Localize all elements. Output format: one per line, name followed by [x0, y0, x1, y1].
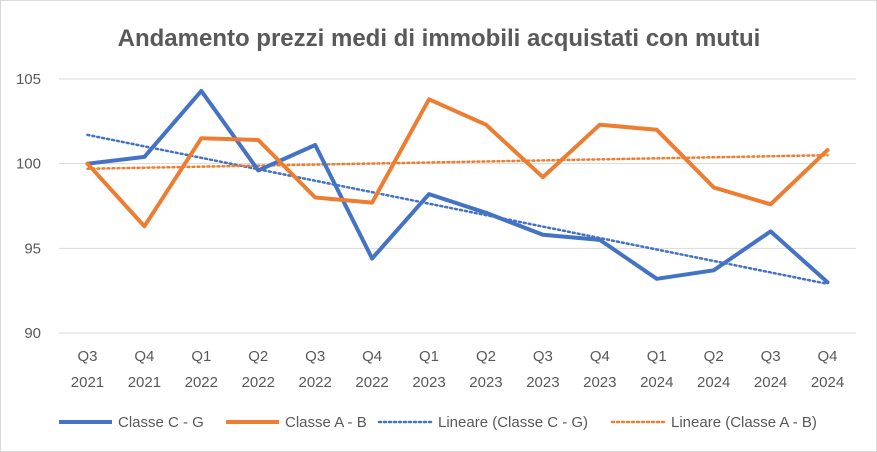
x-tick-label: 2022	[242, 374, 275, 391]
x-tick-label: Q1	[419, 348, 439, 365]
series-line	[85, 88, 830, 285]
chart-title: Andamento prezzi medi di immobili acquis…	[118, 25, 761, 52]
x-tick-label: 2022	[298, 374, 331, 391]
x-tick-label: 2024	[754, 374, 787, 391]
x-tick-label: Q3	[305, 348, 325, 365]
series-lines	[85, 88, 830, 285]
x-tick-label: 2022	[185, 374, 218, 391]
legend: Classe C - G Classe A - B Lineare (Classe …	[59, 414, 817, 431]
y-tick-label: 105	[16, 71, 41, 88]
x-tick-label: 2023	[583, 374, 616, 391]
x-tick-label: Q3	[533, 348, 553, 365]
x-tick-label: Q2	[704, 348, 724, 365]
trendline	[86, 153, 829, 170]
x-tick-label: 2021	[128, 374, 161, 391]
x-tick-label: 2022	[355, 374, 388, 391]
x-tick-label: 2023	[469, 374, 502, 391]
y-tick-label: 95	[24, 240, 41, 257]
legend-label: Lineare (Classe A - B)	[671, 414, 817, 431]
x-tick-label: Q2	[476, 348, 496, 365]
x-tick-label: Q1	[647, 348, 667, 365]
x-tick-label: Q4	[590, 348, 610, 365]
x-tick-label: Q4	[818, 348, 838, 365]
x-tick-label: 2024	[811, 374, 844, 391]
x-tick-label: Q3	[77, 348, 97, 365]
y-tick-label: 100	[16, 156, 41, 173]
gridlines	[59, 78, 856, 334]
x-tick-label: Q4	[134, 348, 154, 365]
legend-label: Classe C - G	[118, 414, 204, 431]
legend-label: Lineare (Classe C - G)	[438, 414, 588, 431]
x-tick-label: 2024	[640, 374, 673, 391]
x-tick-label: Q1	[191, 348, 211, 365]
x-tick-label: Q3	[761, 348, 781, 365]
x-axis-ticks: Q3 2021 Q4 2021 Q1 2022 Q2 2022 Q3 2022 Q4 2022 Q1 20…	[71, 348, 844, 391]
legend-label: Classe A - B	[285, 414, 367, 431]
x-tick-label: Q4	[362, 348, 382, 365]
trendlines	[86, 133, 829, 286]
x-tick-label: 2023	[526, 374, 559, 391]
x-tick-label: 2021	[71, 374, 104, 391]
x-tick-label: 2023	[412, 374, 445, 391]
y-axis-ticks: 90 95 100 105	[16, 71, 41, 342]
series-line	[85, 97, 830, 229]
x-tick-label: Q2	[248, 348, 268, 365]
y-tick-label: 90	[24, 325, 41, 342]
trendline	[86, 133, 829, 286]
x-tick-label: 2024	[697, 374, 730, 391]
